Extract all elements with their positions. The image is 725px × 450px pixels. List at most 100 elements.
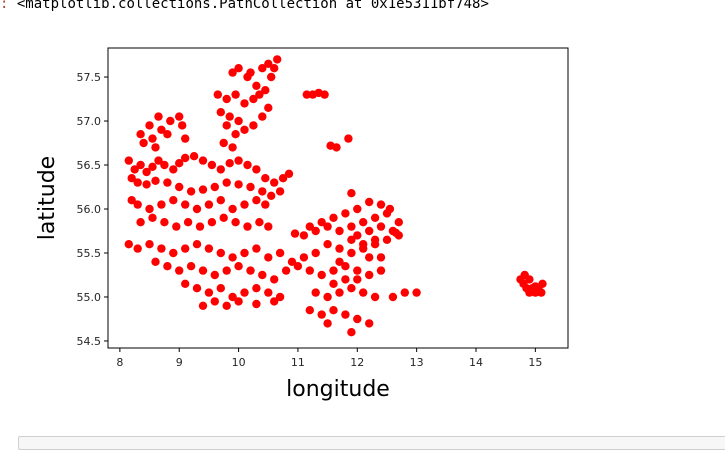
scatter-point xyxy=(264,222,273,231)
scatter-points xyxy=(124,55,547,337)
scatter-point xyxy=(198,185,208,194)
y-tick-label: 55.5 xyxy=(77,247,102,260)
scatter-point xyxy=(341,209,350,218)
scatter-point xyxy=(284,169,294,178)
scatter-point xyxy=(133,200,142,209)
scatter-point xyxy=(181,153,190,163)
scatter-point xyxy=(335,226,344,236)
scatter-point xyxy=(234,297,243,306)
scatter-point xyxy=(370,235,380,244)
scatter-point xyxy=(240,200,249,209)
scatter-point xyxy=(157,125,166,134)
scatter-point xyxy=(347,284,356,293)
x-tick-label: 10 xyxy=(232,356,246,369)
next-code-cell[interactable] xyxy=(18,436,725,450)
scatter-point xyxy=(365,319,374,328)
x-tick-label: 14 xyxy=(469,356,483,369)
scatter-point xyxy=(219,213,228,222)
scatter-point xyxy=(210,297,219,306)
scatter-point xyxy=(198,156,208,165)
scatter-point xyxy=(359,218,368,227)
scatter-point xyxy=(317,218,326,227)
x-axis-label: longitude xyxy=(286,377,390,402)
scatter-point xyxy=(142,167,151,177)
output-prompt: : xyxy=(0,0,9,12)
scatter-point xyxy=(267,72,276,82)
scatter-point xyxy=(160,160,169,170)
scatter-point xyxy=(261,86,270,95)
scatter-point xyxy=(234,63,243,73)
x-axis-ticks: 8 9 10 11 12 13 14 15 xyxy=(116,348,542,369)
scatter-point xyxy=(537,288,546,297)
scatter-point xyxy=(293,262,303,271)
scatter-point xyxy=(133,244,142,253)
scatter-point xyxy=(124,156,133,165)
scatter-point xyxy=(175,266,184,275)
scatter-point xyxy=(353,204,362,214)
scatter-point xyxy=(278,174,288,183)
scatter-point xyxy=(264,59,273,68)
scatter-point xyxy=(252,299,261,309)
scatter-point xyxy=(264,253,273,262)
scatter-point xyxy=(275,248,285,258)
x-tick-label: 11 xyxy=(291,356,305,369)
scatter-point xyxy=(270,63,279,73)
scatter-point xyxy=(382,235,392,244)
scatter-point xyxy=(195,222,205,231)
scatter-point xyxy=(222,121,231,130)
scatter-point xyxy=(365,226,374,236)
y-tick-label: 55.0 xyxy=(77,291,102,304)
scatter-point xyxy=(228,292,237,302)
scatter-point xyxy=(252,196,261,205)
scatter-point xyxy=(136,160,145,170)
scatter-point xyxy=(341,275,350,284)
scatter-point xyxy=(175,182,184,192)
scatter-point xyxy=(329,266,338,275)
scatter-point xyxy=(145,240,154,249)
scatter-point xyxy=(181,200,190,209)
scatter-point xyxy=(216,248,225,258)
scatter-point xyxy=(139,138,148,148)
x-tick-label: 15 xyxy=(528,356,542,369)
scatter-point xyxy=(347,328,356,337)
scatter-point xyxy=(258,270,267,280)
scatter-point xyxy=(210,182,219,192)
scatter-point xyxy=(275,292,285,302)
scatter-point xyxy=(204,288,214,297)
scatter-point xyxy=(264,103,273,113)
scatter-point xyxy=(169,196,178,205)
scatter-point xyxy=(160,218,169,227)
scatter-point xyxy=(270,178,279,187)
scatter-point xyxy=(335,288,344,297)
scatter-point xyxy=(531,282,540,291)
scatter-point xyxy=(219,138,228,148)
scatter-point xyxy=(323,292,332,302)
scatter-point xyxy=(317,270,326,280)
scatter-point xyxy=(204,244,214,253)
output-repr-text: <matplotlib.collections.PathCollection a… xyxy=(16,0,489,12)
scatter-point xyxy=(189,152,199,161)
scatter-point xyxy=(222,301,231,310)
scatter-point xyxy=(124,240,133,249)
scatter-point xyxy=(240,288,249,297)
scatter-point xyxy=(255,218,264,227)
scatter-point xyxy=(249,121,258,130)
scatter-point xyxy=(148,134,157,143)
scatter-point xyxy=(169,248,178,258)
scatter-point xyxy=(305,222,314,231)
scatter-point xyxy=(273,55,282,64)
scatter-point xyxy=(231,218,240,227)
scatter-point xyxy=(151,257,160,266)
scatter-point xyxy=(252,81,261,91)
scatter-point xyxy=(136,218,145,227)
scatter-point xyxy=(359,288,368,297)
scatter-point xyxy=(353,314,362,324)
scatter-point xyxy=(166,116,175,126)
scatter-point xyxy=(243,222,252,231)
scatter-point xyxy=(370,213,380,222)
scatter-point xyxy=(299,253,309,262)
x-tick-label: 12 xyxy=(350,356,364,369)
scatter-point xyxy=(148,213,157,222)
scatter-point xyxy=(323,222,332,231)
